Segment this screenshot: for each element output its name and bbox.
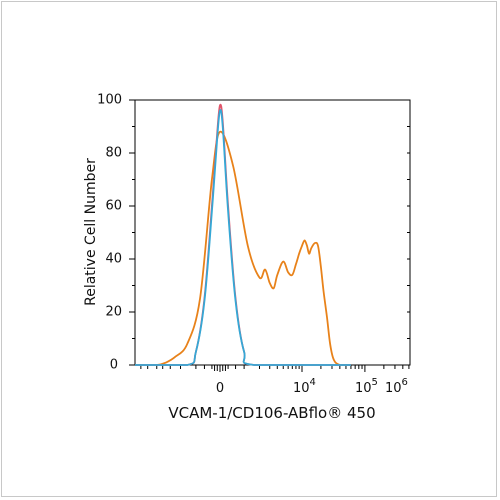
series-line-1 (135, 130, 351, 366)
plot-area (134, 99, 411, 366)
x-tick-base: 10 (355, 381, 372, 396)
y-tick-label: 100 (97, 93, 122, 108)
x-tick-label: 0 (216, 381, 224, 396)
y-tick-label: 40 (105, 252, 122, 267)
series-line-3 (135, 109, 351, 366)
series-line-2 (135, 103, 351, 366)
x-tick-base: 10 (293, 381, 310, 396)
x-tick-label: 104 (293, 377, 316, 396)
x-tick-label: 105 (355, 377, 378, 396)
y-axis-label: Relative Cell Number (83, 158, 99, 306)
x-tick-base: 10 (385, 381, 402, 396)
y-tick-label: 80 (105, 146, 122, 161)
x-axis-label: VCAM-1/CD106-ABflo® 450 (168, 404, 375, 422)
y-tick-label: 20 (105, 305, 122, 320)
x-tick-label: 106 (385, 377, 408, 396)
axis-ticks (129, 99, 410, 372)
x-tick-exponent: 4 (310, 377, 316, 388)
x-tick-exponent: 5 (372, 377, 378, 388)
series-layer (135, 103, 351, 366)
y-tick-label: 0 (110, 358, 118, 373)
y-tick-label: 60 (105, 199, 122, 214)
x-tick-exponent: 6 (402, 377, 408, 388)
